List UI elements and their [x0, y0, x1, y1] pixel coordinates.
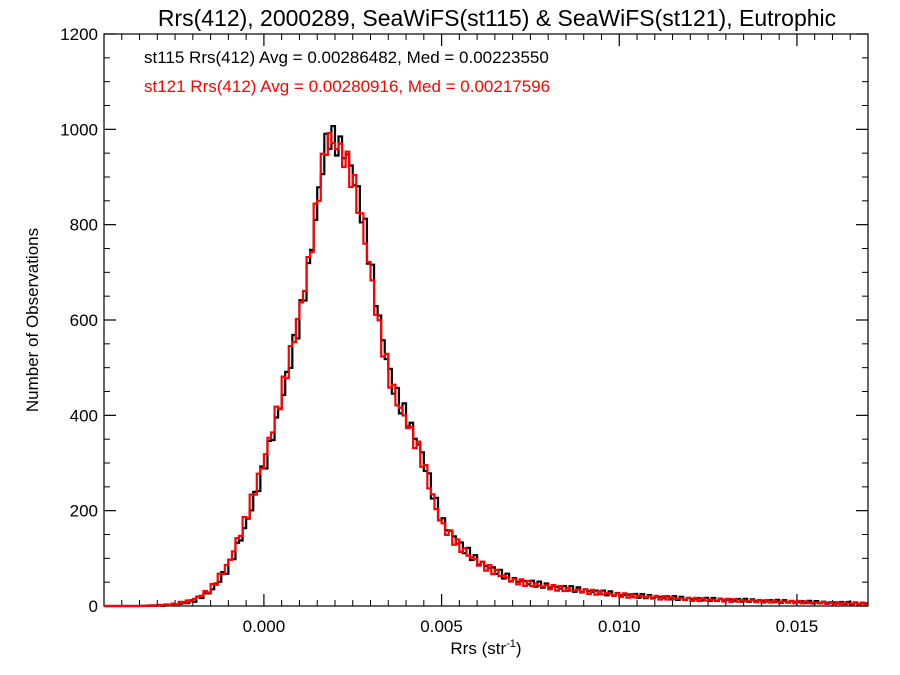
legend-label-st121: st121 Rrs(412) Avg = 0.00280916, Med = 0…	[144, 77, 550, 96]
y-tick-label: 400	[70, 406, 98, 425]
series-line-st121	[104, 131, 868, 608]
x-axis: 0.000 0.005 0.010 0.015	[121, 34, 869, 636]
y-tick-label: 200	[70, 502, 98, 521]
x-tick-label: 0.015	[776, 617, 819, 636]
chart-title: Rrs(412), 2000289, SeaWiFS(st115) & SeaW…	[158, 5, 836, 31]
x-tick-label: 0.010	[598, 617, 641, 636]
series-layer	[104, 124, 868, 608]
y-tick-label: 0	[89, 597, 98, 616]
x-axis-label-main: Rrs (str	[450, 639, 506, 658]
y-tick-label: 1200	[60, 25, 98, 44]
x-tick-label: 0.005	[420, 617, 463, 636]
y-tick-label: 600	[70, 311, 98, 330]
y-tick-label: 800	[70, 216, 98, 235]
x-axis-label: Rrs (str-1)	[450, 638, 521, 658]
x-axis-label-close: )	[516, 639, 522, 658]
x-axis-label-sup: -1	[506, 638, 516, 650]
series-line-st115	[104, 124, 868, 608]
legend-label-st115: st115 Rrs(412) Avg = 0.00286482, Med = 0…	[144, 48, 549, 67]
y-tick-label: 1000	[60, 120, 98, 139]
y-axis: 0 200 400 600 800 1000 1200	[60, 25, 868, 616]
plot-frame	[103, 33, 869, 607]
y-axis-label: Number of Observations	[23, 228, 42, 412]
x-tick-label: 0.000	[243, 617, 286, 636]
